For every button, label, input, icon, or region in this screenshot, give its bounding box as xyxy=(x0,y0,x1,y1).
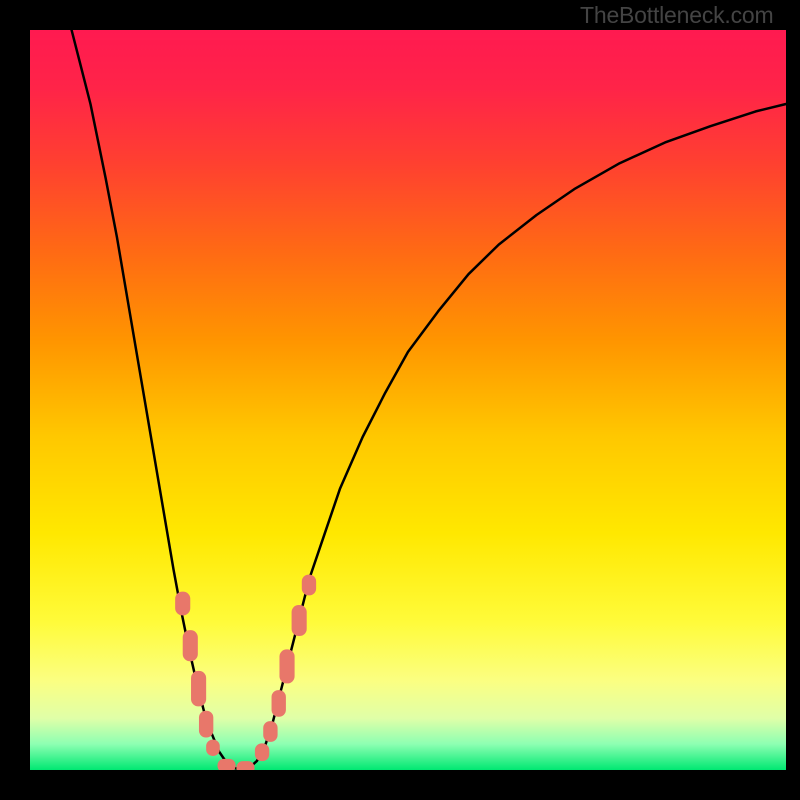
chart-container: TheBottleneck.com xyxy=(0,0,800,800)
gradient-background xyxy=(0,0,800,800)
watermark-text: TheBottleneck.com xyxy=(580,2,773,29)
